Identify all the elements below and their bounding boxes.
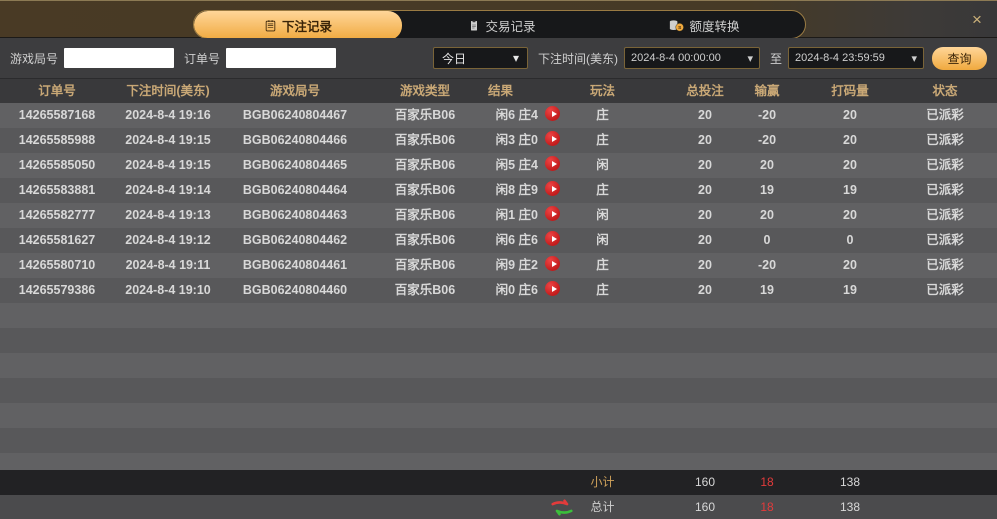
svg-text:S: S (679, 25, 682, 31)
